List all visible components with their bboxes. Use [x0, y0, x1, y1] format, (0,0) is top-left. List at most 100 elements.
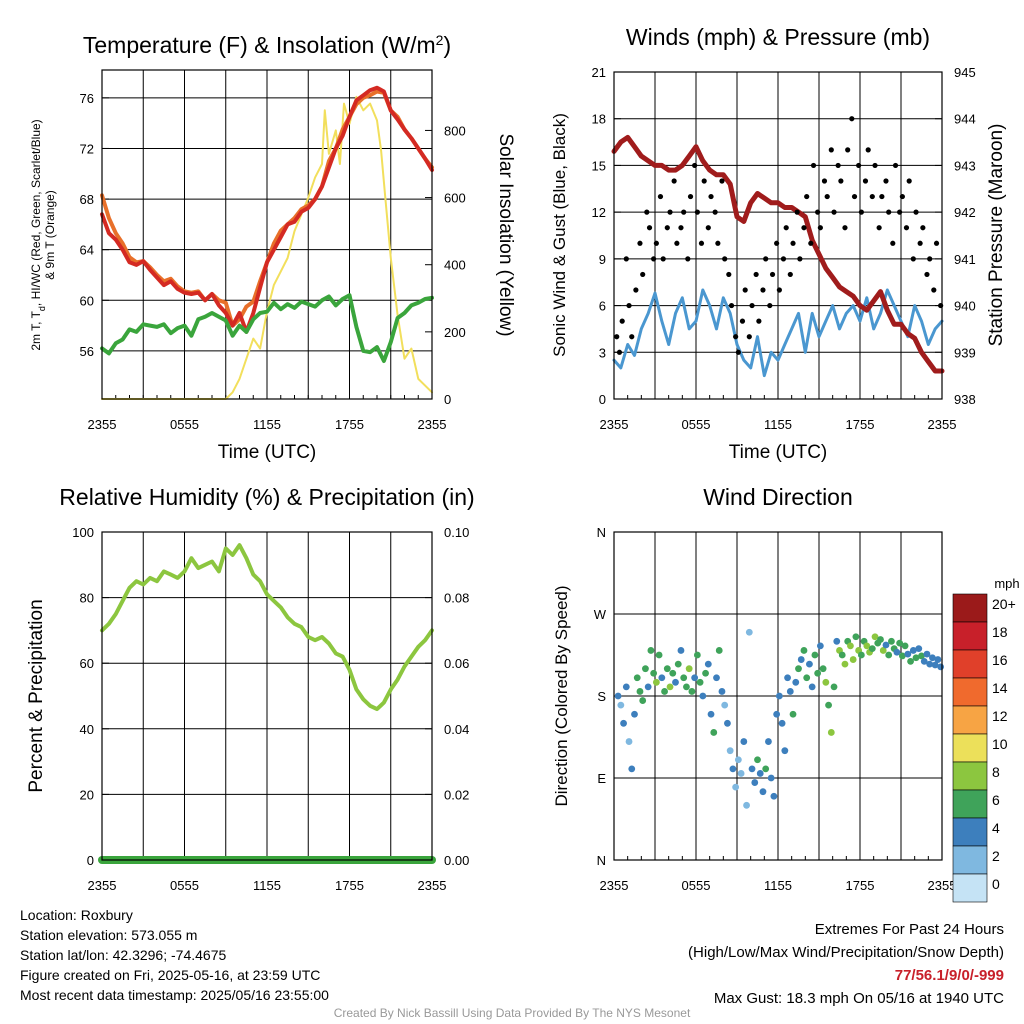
direction-point [819, 665, 827, 673]
gust-point [906, 178, 912, 184]
gust-point [701, 178, 707, 184]
gust-point [671, 178, 677, 184]
gust-point [851, 193, 858, 200]
rh-y2-tick-label: 0.00 [444, 853, 469, 868]
extremes-info: Extremes For Past 24 Hours (High/Low/Max… [688, 918, 1004, 1010]
direction-point [882, 641, 890, 649]
recent-data-text: Most recent data timestamp: 2025/05/16 2… [20, 987, 329, 1003]
direction-point [642, 665, 649, 673]
direction-point [868, 645, 876, 653]
direction-plot-area: 2355 0555 1155 1755 2355 N E S W N [594, 525, 957, 893]
wind-y-tick-label: 0 [599, 392, 606, 407]
direction-title: Wind Direction [703, 484, 853, 510]
gust-point [767, 302, 773, 309]
temp-y2-tick-label: 200 [444, 325, 466, 340]
direction-point [849, 656, 857, 663]
series-rh-line [100, 543, 434, 712]
direction-point [663, 665, 671, 673]
gust-point [644, 209, 650, 215]
gust-point [667, 209, 673, 215]
wind-panel: Winds (mph) & Pressure (mb) 2355 0555 1155… [550, 24, 1007, 463]
temp-y-tick-label: 56 [80, 344, 94, 359]
gust-point [715, 240, 721, 246]
gust-point [640, 271, 646, 278]
direction-point [811, 651, 819, 659]
direction-point [617, 701, 625, 709]
dir-x-tick-label: 1155 [764, 878, 792, 893]
direction-point [658, 674, 666, 682]
humidity-panel: Relative Humidity (%) & Precipitation (i… [26, 484, 475, 893]
humidity-y-label-left: Percent & Precipitation [26, 599, 47, 792]
gust-point [722, 256, 728, 262]
direction-point [631, 710, 638, 718]
gust-point [817, 225, 823, 231]
credit-text: Created By Nick Bassill Using Data Provi… [333, 1006, 691, 1020]
direction-point [674, 660, 682, 668]
wind-x-tick-label: 2355 [600, 417, 629, 432]
gust-point [801, 225, 807, 231]
temperature-x-label: Time (UTC) [218, 442, 317, 463]
gust-point [933, 240, 940, 246]
direction-point [740, 738, 748, 745]
direction-point [795, 665, 802, 673]
temp-y2-tick-label: 0 [444, 392, 451, 407]
wind-y-tick-label: 18 [592, 112, 606, 127]
direction-point [915, 645, 923, 653]
legend-swatch [952, 705, 988, 735]
direction-point [762, 765, 770, 773]
gust-point [756, 318, 762, 324]
gust-point [856, 162, 862, 169]
rh-y-tick-label: 40 [80, 722, 94, 737]
direction-point [773, 710, 781, 718]
dir-y-tick-label: S [597, 689, 606, 704]
gust-point [808, 240, 814, 246]
direction-point [748, 765, 756, 773]
temperature-y-label-left: 2m T, Td, HI/WC (Red, Green, Scarlet/Blu… [29, 119, 57, 350]
direction-point [912, 654, 920, 662]
legend-swatch [952, 593, 988, 623]
dir-x-tick-label: 2355 [928, 878, 957, 893]
wind-y-label-right: Station Pressure (Maroon) [986, 124, 1007, 347]
gust-point [739, 318, 746, 324]
gust-point [787, 271, 793, 278]
wind-y-tick-label: 15 [592, 158, 606, 173]
gust-point [842, 225, 848, 231]
gust-point [657, 193, 664, 200]
gust-point [646, 225, 653, 231]
direction-point [734, 756, 742, 764]
temp-y-tick-label: 76 [80, 91, 94, 106]
temp-y-tick-label: 60 [80, 293, 94, 308]
gust-point [614, 334, 620, 340]
gust-point [769, 271, 776, 278]
temperature-plot-area: 2355 0555 1155 1755 2355 56 60 64 68 72 76 0 200 400 6… [80, 69, 466, 432]
temp-x-tick-label: 1155 [253, 417, 281, 432]
dir-y-tick-label: N [597, 525, 606, 540]
rh-y2-tick-label: 0.04 [444, 722, 469, 737]
gust-point [712, 209, 718, 215]
direction-point [825, 701, 832, 709]
legend-label: 2 [992, 848, 1000, 864]
dir-x-tick-label: 1755 [846, 878, 875, 893]
gust-point [917, 240, 923, 246]
wind-y2-tick-label: 938 [954, 392, 976, 407]
direction-y-label-left: Direction (Colored By Speed) [552, 585, 571, 806]
direction-panel: Wind Direction 2355 0555 1155 1755 2355 N E S W N… [552, 484, 1020, 903]
rh-y-tick-label: 100 [72, 525, 94, 540]
direction-point [838, 651, 846, 659]
legend-label: 20+ [992, 596, 1016, 612]
rh-x-tick-label: 1155 [253, 878, 281, 893]
direction-point [896, 639, 904, 647]
gust-point [931, 287, 937, 293]
direction-point [888, 637, 895, 645]
direction-point [732, 783, 740, 791]
direction-point [696, 678, 704, 686]
gust-point [685, 256, 691, 262]
direction-point [901, 642, 909, 650]
direction-point [693, 651, 701, 659]
series-wind-line [612, 288, 944, 378]
direction-point [934, 656, 942, 663]
gust-point [821, 178, 828, 184]
direction-point [702, 669, 709, 677]
direction-point [816, 642, 824, 650]
direction-point [830, 683, 838, 691]
